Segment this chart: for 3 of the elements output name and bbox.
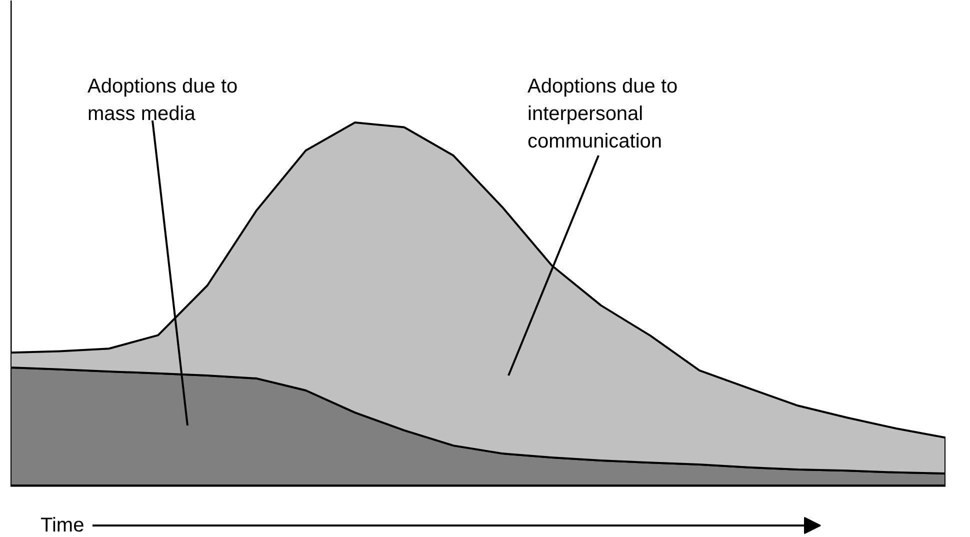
annotation: Adoptions due to mass media — [88, 76, 238, 125]
x-axis-title: Time — [40, 514, 84, 536]
annotation: Adoptions due to interpersonal communication — [528, 76, 678, 152]
